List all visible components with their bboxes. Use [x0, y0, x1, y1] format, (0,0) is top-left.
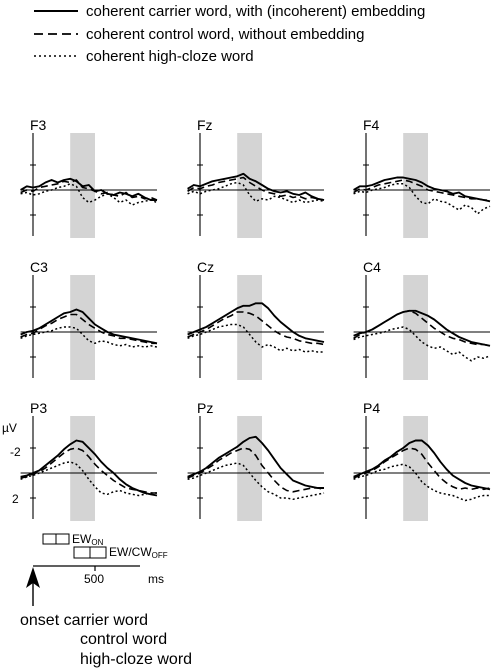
series-solid	[187, 435, 324, 489]
shaded-window	[70, 416, 95, 521]
series-solid	[20, 308, 158, 345]
legend-dotted-label: coherent high-cloze word	[86, 48, 254, 65]
shaded-window	[237, 275, 262, 380]
series-dashed	[20, 179, 158, 201]
onset-arrowhead	[26, 567, 40, 588]
time-axis: 500 ms	[33, 565, 164, 586]
panel-p4: P4	[353, 400, 491, 521]
series-dashed	[20, 447, 157, 494]
electrode-label: Cz	[197, 259, 214, 275]
series-solid	[353, 439, 491, 491]
electrode-label: C3	[30, 259, 48, 275]
legend: coherent carrier word, with (incoherent)…	[34, 3, 425, 65]
series-dashed	[353, 447, 491, 491]
electrode-label: F3	[30, 117, 47, 133]
series-solid	[20, 439, 158, 497]
series-solid	[353, 176, 491, 203]
series-dotted	[187, 181, 325, 204]
onset-line-3: high-cloze word	[80, 651, 192, 668]
ew-on-label: EWON	[72, 532, 104, 547]
series-dotted	[20, 461, 157, 497]
y-scale: µV -2 2	[2, 421, 21, 506]
time-windows: EWON EW/CWOFF	[42, 532, 168, 560]
series-dotted	[353, 183, 491, 215]
onset-line-2: control word	[80, 631, 167, 648]
panel-f4: F4	[353, 117, 491, 238]
series-dotted	[353, 326, 491, 362]
time-tick-500: 500	[84, 572, 104, 586]
ew-off-label: EW/CWOFF	[109, 545, 168, 560]
panel-p3: P3	[20, 400, 158, 521]
shaded-window	[237, 133, 262, 238]
electrode-label: F4	[363, 117, 380, 133]
panel-c3: C3	[20, 259, 158, 380]
panel-pz: Pz	[187, 400, 325, 521]
panel-cz: Cz	[187, 259, 325, 380]
onset-labels: onset carrier word control word high-clo…	[20, 612, 192, 668]
electrode-label: Pz	[197, 400, 213, 416]
electrode-label: P3	[30, 400, 47, 416]
shaded-window	[403, 275, 428, 380]
series-dashed	[20, 313, 157, 345]
electrode-label: P4	[363, 400, 380, 416]
onset-arrow	[26, 567, 40, 606]
electrode-panels: F3 Fz F4 C3 Cz C4 P3 Pz P4	[20, 117, 491, 521]
shaded-window	[237, 416, 262, 521]
y-unit-label: µV	[2, 421, 17, 435]
legend-dashed-label: coherent control word, without embedding	[86, 26, 365, 43]
series-solid	[187, 302, 325, 343]
y-tick-neg: -2	[10, 445, 21, 459]
series-dashed	[187, 176, 325, 201]
time-unit-label: ms	[148, 572, 164, 586]
series-dotted	[20, 326, 158, 348]
series-dotted	[20, 183, 158, 206]
shaded-window	[403, 416, 428, 521]
electrode-label: Fz	[197, 117, 213, 133]
series-dashed	[187, 447, 325, 493]
series-dashed	[187, 311, 325, 346]
series-solid	[20, 177, 157, 201]
series-dotted	[353, 463, 490, 502]
series-solid	[187, 172, 325, 201]
panel-c4: C4	[353, 259, 491, 380]
series-dashed	[353, 309, 491, 347]
series-dotted	[187, 323, 324, 353]
electrode-label: C4	[363, 259, 381, 275]
y-tick-pos: 2	[12, 492, 19, 506]
legend-solid-label: coherent carrier word, with (incoherent)…	[86, 3, 425, 20]
series-dotted	[187, 462, 325, 501]
panel-fz: Fz	[187, 117, 325, 238]
panel-f3: F3	[20, 117, 158, 238]
series-dashed	[353, 179, 490, 201]
onset-line-1: onset carrier word	[20, 612, 148, 629]
